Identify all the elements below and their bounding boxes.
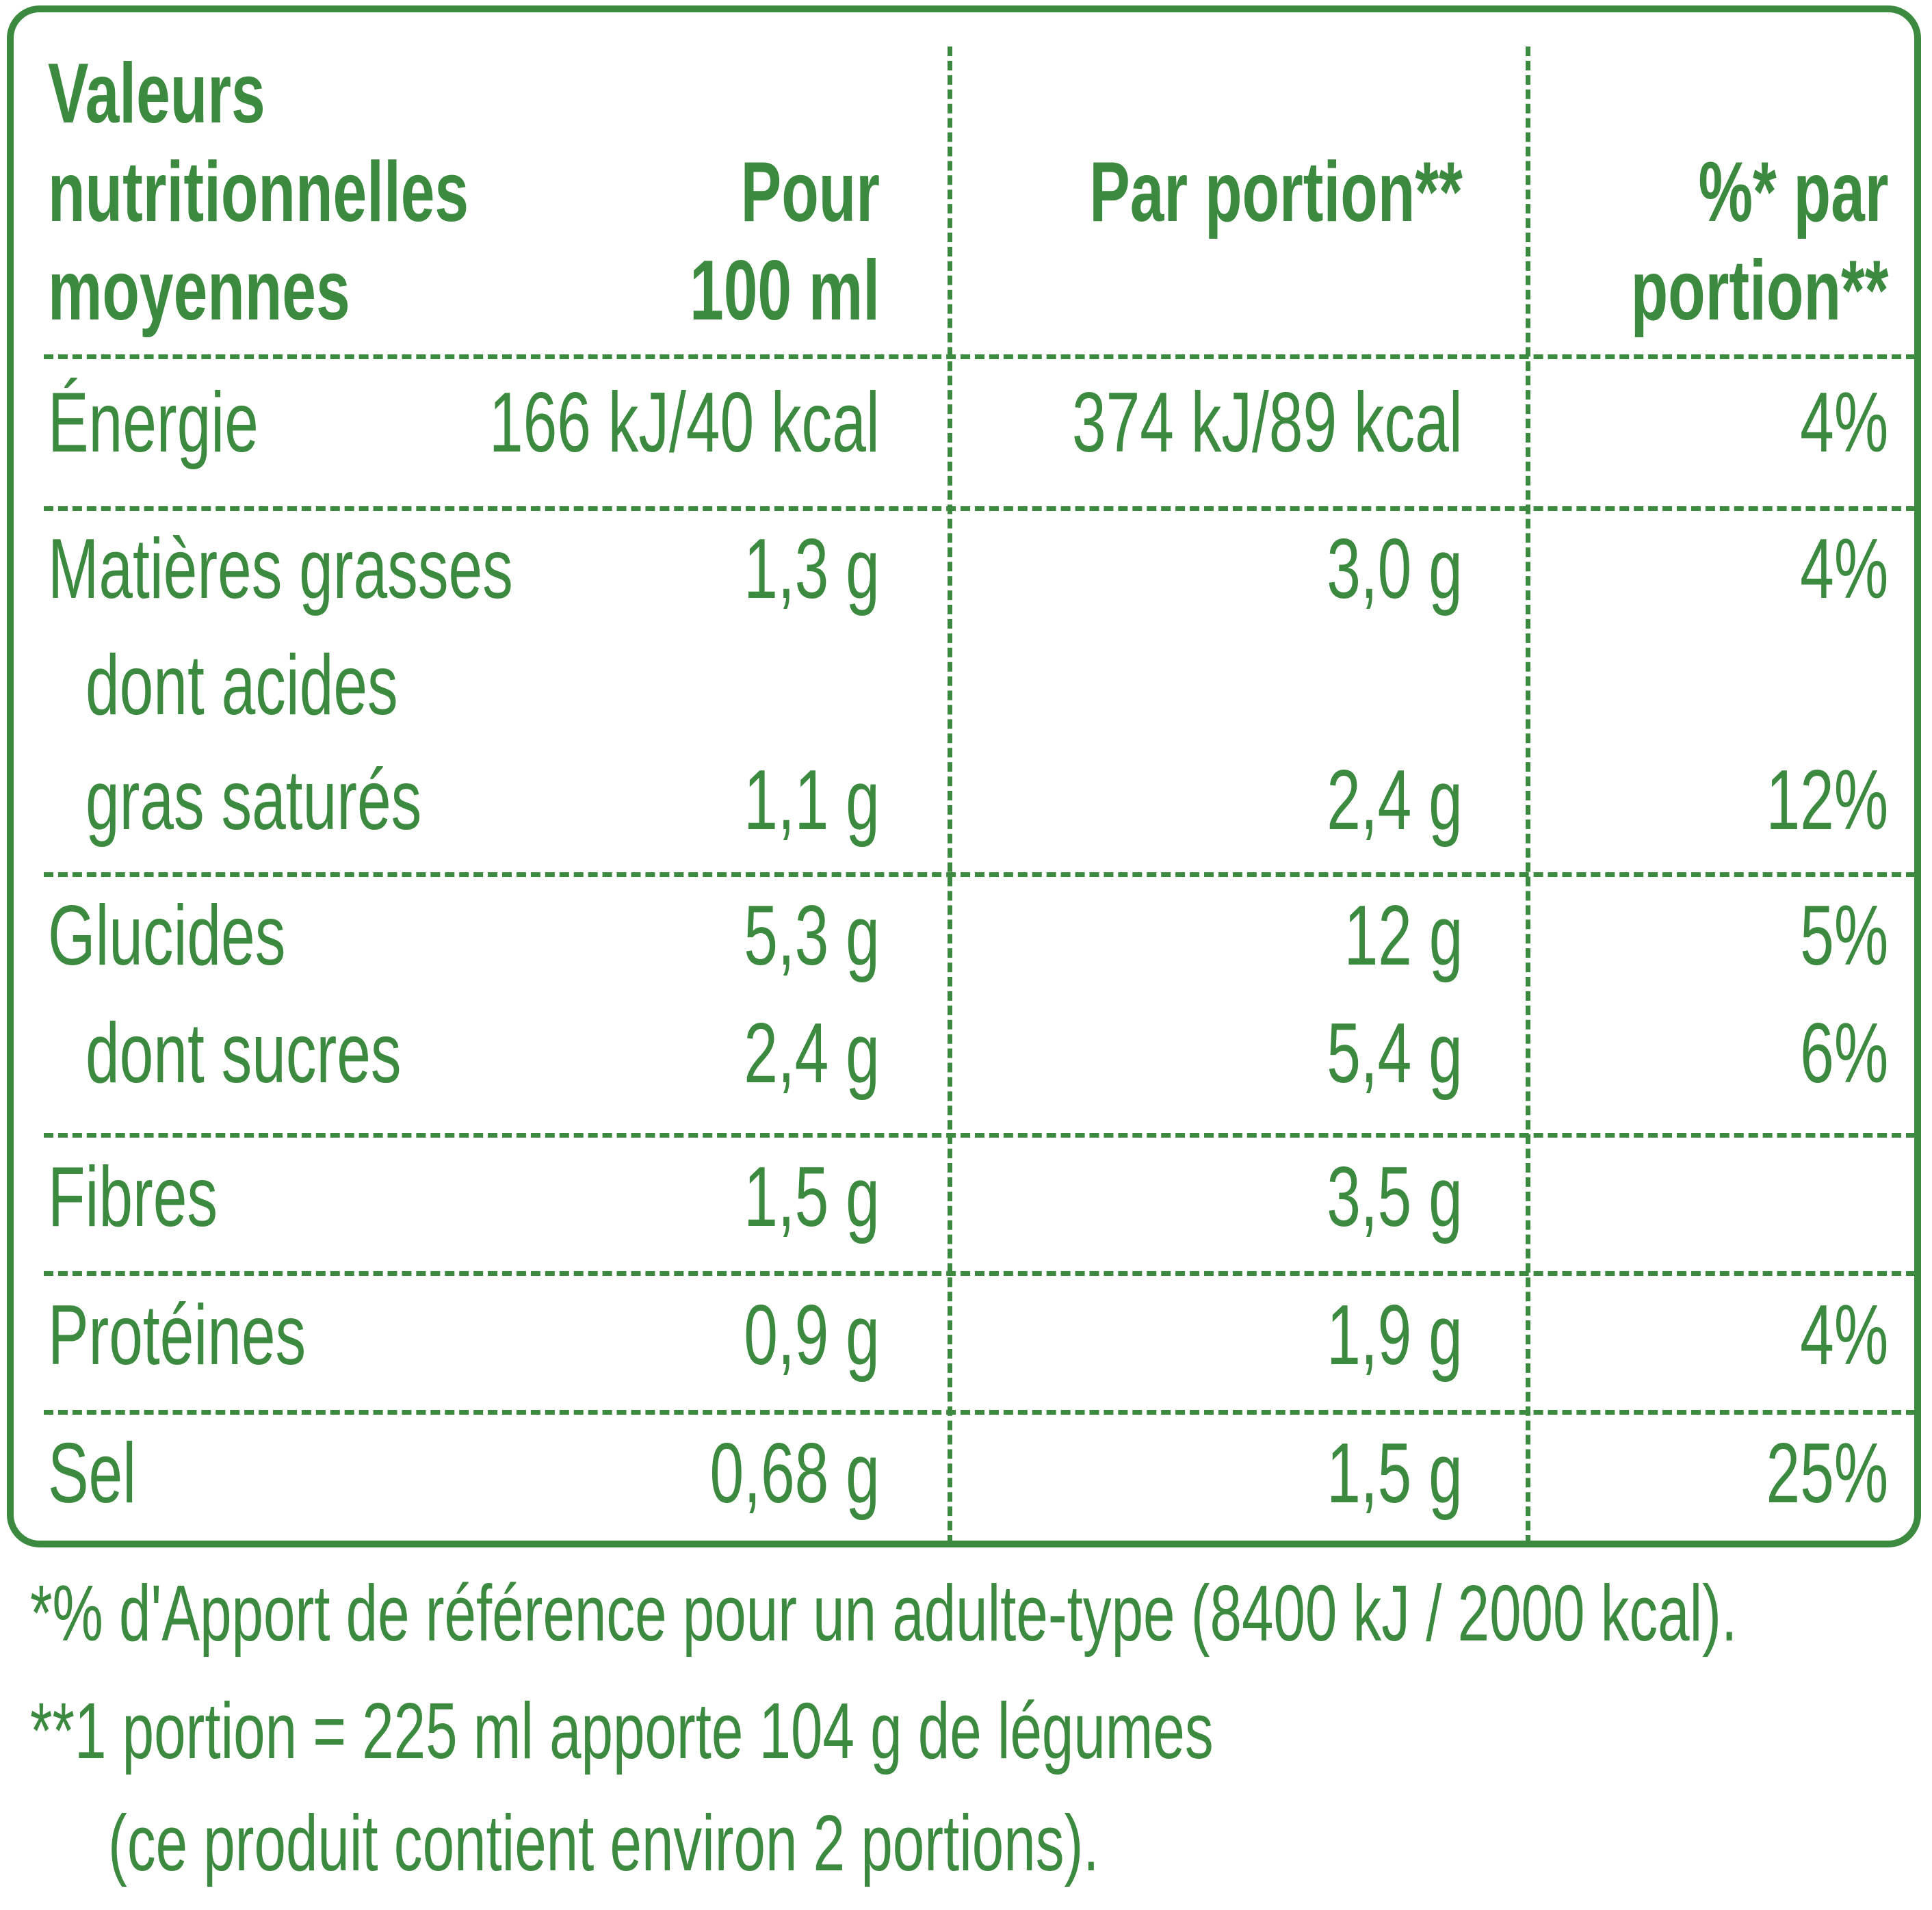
header-col2: Pour 100 ml <box>690 145 880 338</box>
nutrition-table: Valeurs nutritionnelles moyennes Pour 10… <box>7 5 1921 1547</box>
value-portion: 1,9 g <box>1327 1288 1463 1383</box>
value-portion: 1,5 g <box>1327 1426 1463 1521</box>
value-pct: 5% <box>1799 889 1888 983</box>
footnote-reference-intake: *% d'Apport de référence pour un adulte-… <box>30 1569 1738 1658</box>
row-divider <box>44 1271 1916 1276</box>
row-divider <box>44 506 1916 511</box>
row-label-acides-gras-satures-line1: dont acides <box>86 638 398 733</box>
value-portion: 374 kJ/89 kcal <box>1072 376 1463 470</box>
row-label-sel: Sel <box>48 1426 137 1521</box>
value-per100: 166 kJ/40 kcal <box>489 376 880 470</box>
value-pct: 6% <box>1799 1006 1888 1101</box>
column-divider-2 <box>1526 47 1530 1545</box>
row-label-fibres: Fibres <box>48 1150 218 1244</box>
row-label-proteines: Protéines <box>48 1288 306 1383</box>
value-pct: 12% <box>1766 753 1888 848</box>
value-per100: 1,5 g <box>744 1150 880 1244</box>
value-pct: 4% <box>1799 1288 1888 1383</box>
value-per100: 1,3 g <box>744 522 880 616</box>
header-col3: Par portion** <box>1089 145 1463 239</box>
row-divider <box>44 354 1916 359</box>
footnote-portion: **1 portion = 225 ml apporte 104 g de lé… <box>30 1686 1214 1775</box>
row-label-matieres-grasses: Matières grasses <box>48 522 513 616</box>
value-portion: 2,4 g <box>1327 753 1463 848</box>
row-label-energie: Énergie <box>48 376 259 470</box>
row-divider <box>44 872 1916 877</box>
header-col4: %* par portion** <box>1630 145 1888 338</box>
row-label-glucides: Glucides <box>48 889 286 983</box>
value-pct: 4% <box>1799 522 1888 616</box>
value-portion: 12 g <box>1344 889 1463 983</box>
value-per100: 0,9 g <box>744 1288 880 1383</box>
column-divider-1 <box>948 47 952 1545</box>
value-portion: 3,0 g <box>1327 522 1463 616</box>
row-label-acides-gras-satures-line2: gras saturés <box>86 753 422 848</box>
row-label-dont-sucres: dont sucres <box>86 1006 402 1101</box>
header-col1: Valeurs nutritionnelles moyennes <box>48 47 469 338</box>
value-per100: 0,68 g <box>709 1426 880 1521</box>
value-pct: 4% <box>1799 376 1888 470</box>
footnote-portion-count: (ce produit contient environ 2 portions)… <box>108 1798 1099 1887</box>
value-per100: 2,4 g <box>744 1006 880 1101</box>
value-per100: 5,3 g <box>744 889 880 983</box>
value-portion: 5,4 g <box>1327 1006 1463 1101</box>
value-portion: 3,5 g <box>1327 1150 1463 1244</box>
value-pct: 25% <box>1766 1426 1888 1521</box>
row-divider <box>44 1133 1916 1138</box>
value-per100: 1,1 g <box>744 753 880 848</box>
row-divider <box>44 1410 1916 1415</box>
